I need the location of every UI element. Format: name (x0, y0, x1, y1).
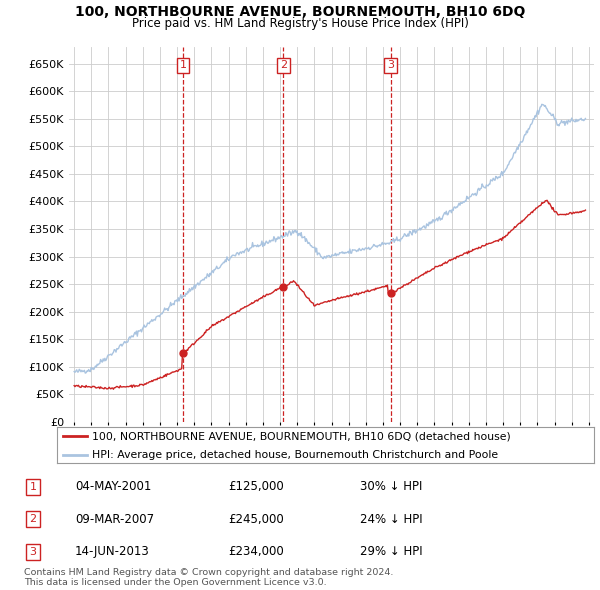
Text: 1: 1 (29, 482, 37, 491)
Text: 14-JUN-2013: 14-JUN-2013 (75, 545, 150, 558)
Text: £234,000: £234,000 (228, 545, 284, 558)
Text: £125,000: £125,000 (228, 480, 284, 493)
Text: 1: 1 (179, 60, 187, 70)
Text: Price paid vs. HM Land Registry's House Price Index (HPI): Price paid vs. HM Land Registry's House … (131, 17, 469, 30)
Text: 3: 3 (387, 60, 394, 70)
Text: Contains HM Land Registry data © Crown copyright and database right 2024.: Contains HM Land Registry data © Crown c… (24, 568, 394, 577)
Text: 2: 2 (280, 60, 287, 70)
Text: This data is licensed under the Open Government Licence v3.0.: This data is licensed under the Open Gov… (24, 578, 326, 587)
Text: 29% ↓ HPI: 29% ↓ HPI (360, 545, 422, 558)
Text: 3: 3 (29, 547, 37, 556)
Text: 04-MAY-2001: 04-MAY-2001 (75, 480, 151, 493)
Text: 30% ↓ HPI: 30% ↓ HPI (360, 480, 422, 493)
Text: 09-MAR-2007: 09-MAR-2007 (75, 513, 154, 526)
Text: 100, NORTHBOURNE AVENUE, BOURNEMOUTH, BH10 6DQ: 100, NORTHBOURNE AVENUE, BOURNEMOUTH, BH… (75, 5, 525, 19)
Text: 24% ↓ HPI: 24% ↓ HPI (360, 513, 422, 526)
Text: 2: 2 (29, 514, 37, 524)
Text: £245,000: £245,000 (228, 513, 284, 526)
Text: 100, NORTHBOURNE AVENUE, BOURNEMOUTH, BH10 6DQ (detached house): 100, NORTHBOURNE AVENUE, BOURNEMOUTH, BH… (92, 431, 511, 441)
Text: HPI: Average price, detached house, Bournemouth Christchurch and Poole: HPI: Average price, detached house, Bour… (92, 450, 498, 460)
